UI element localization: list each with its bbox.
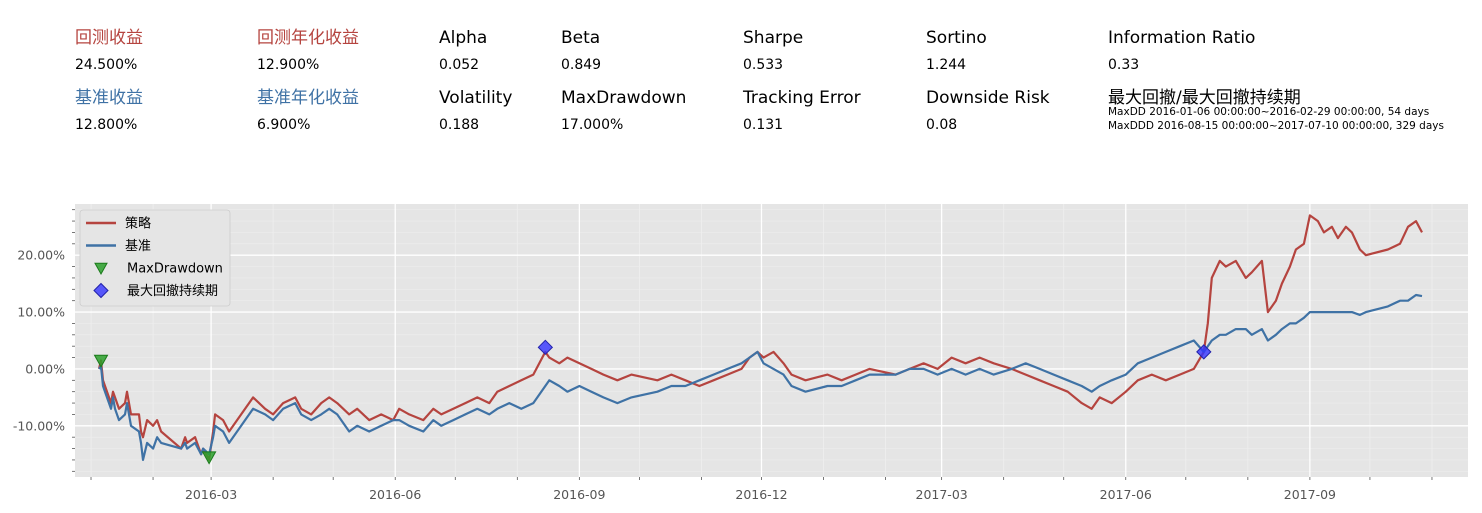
series (97, 214, 1423, 461)
legend-box (79, 209, 231, 307)
metric-value: 0.533 (743, 57, 784, 73)
metric-label: Alpha (439, 28, 488, 48)
metric-label: 基准收益 (75, 88, 143, 108)
metric-beta: Beta 0.849 (561, 28, 601, 74)
legend-label: 策略 (125, 216, 151, 232)
metric-value: 0.052 (439, 57, 480, 73)
metric-label: 最大回撤/最大回撤持续期 (1108, 88, 1301, 108)
maxddd-detail: MaxDDD 2016-08-15 00:00:00~2017-07-10 00… (1108, 120, 1444, 132)
maxdrawdown-marker (201, 451, 217, 465)
metric-label: Tracking Error (743, 88, 861, 108)
metric-value: 0.08 (926, 117, 958, 133)
metric-value: 0.849 (561, 57, 602, 73)
metric-label: Information Ratio (1108, 28, 1256, 48)
metric-label: Volatility (439, 88, 513, 108)
metric-label: 回测收益 (75, 28, 143, 48)
legend-label: MaxDrawdown (127, 262, 223, 277)
metric-label: Sortino (926, 28, 987, 48)
metric-benchmark-annual-return: 基准年化收益 6.900% (257, 88, 359, 134)
metric-information-ratio: Information Ratio 0.33 (1108, 28, 1255, 74)
metric-sharpe: Sharpe 0.533 (743, 28, 803, 74)
metric-value: 0.33 (1108, 57, 1140, 73)
metric-maxdd-duration: 最大回撤/最大回撤持续期 (1108, 88, 1301, 108)
metric-value: 6.900% (257, 117, 311, 133)
legend-diamond-icon (93, 282, 109, 299)
y-tick-label: 20.00% (17, 248, 65, 263)
x-tick-label: 2016-03 (185, 487, 237, 502)
metric-value: 12.900% (257, 57, 320, 73)
maxddd-marker (537, 339, 554, 356)
x-tick-label: 2017-06 (1100, 487, 1152, 502)
metric-total-return: 回测收益 24.500% (75, 28, 143, 74)
metric-value: 0.131 (743, 117, 784, 133)
x-tick-label: 2016-12 (735, 487, 787, 502)
metric-value: 24.500% (75, 57, 138, 73)
metric-downside-risk: Downside Risk 0.08 (926, 88, 1050, 134)
maxdrawdown-marker (93, 354, 109, 368)
metric-annual-return: 回测年化收益 12.900% (257, 28, 359, 74)
plot-area (75, 204, 1468, 477)
markers (93, 339, 1212, 465)
x-tick-label: 2016-09 (553, 487, 605, 502)
benchmark-line (98, 293, 1423, 461)
y-tick-label: -10.00% (13, 418, 65, 433)
x-tick-label: 2017-09 (1284, 487, 1336, 502)
metric-value: 17.000% (561, 117, 624, 133)
metric-label: Beta (561, 28, 601, 48)
metric-value: 1.244 (926, 57, 967, 73)
metric-label: MaxDrawdown (561, 88, 687, 108)
y-tick-label: 0.00% (25, 361, 65, 376)
axes: 2016-03 2016-06 2016-09 2016-12 2017-03 2017-… (13, 209, 1433, 502)
y-tick-label: 10.00% (17, 305, 65, 320)
metric-value: 0.188 (439, 117, 480, 133)
x-tick-label: 2016-06 (369, 487, 421, 502)
x-tick-label: 2017-03 (916, 487, 968, 502)
metric-label: Downside Risk (926, 88, 1050, 108)
metric-value: 12.800% (75, 117, 138, 133)
metric-sortino: Sortino 1.244 (926, 28, 987, 74)
metric-label: Sharpe (743, 28, 804, 48)
metric-label: 基准年化收益 (257, 88, 359, 108)
legend-label: 最大回撤持续期 (127, 283, 218, 299)
metric-volatility: Volatility 0.188 (439, 88, 512, 134)
metric-alpha: Alpha 0.052 (439, 28, 487, 74)
grid (75, 204, 1468, 477)
legend-triangle-icon (94, 262, 108, 276)
metric-max-drawdown: MaxDrawdown 17.000% (561, 88, 686, 134)
metric-label: 回测年化收益 (257, 28, 359, 48)
legend-label: 基准 (125, 239, 151, 254)
maxddd-marker (1196, 344, 1212, 360)
metric-benchmark-return: 基准收益 12.800% (75, 88, 143, 134)
metric-tracking-error: Tracking Error 0.131 (743, 88, 861, 134)
maxdd-detail: MaxDD 2016-01-06 00:00:00~2016-02-29 00:… (1108, 106, 1430, 118)
